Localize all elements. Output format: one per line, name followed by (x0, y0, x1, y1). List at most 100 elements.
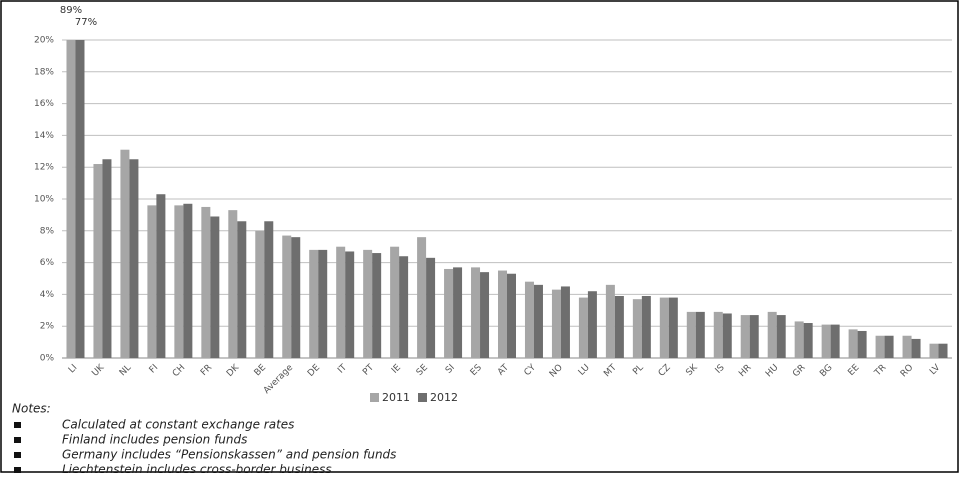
y-tick-label: 12% (34, 163, 54, 173)
bar (237, 221, 247, 358)
x-tick-label: HU (764, 363, 781, 380)
bar (740, 315, 750, 358)
x-tick-label: IT (336, 362, 349, 375)
value-label: 89% (60, 5, 82, 16)
bar (524, 281, 534, 358)
x-tick-label: FI (148, 363, 161, 376)
x-tick-label: LV (928, 362, 943, 377)
bar (578, 297, 588, 358)
bar (767, 311, 777, 358)
x-tick-label: BG (818, 363, 834, 379)
bar (480, 272, 490, 358)
x-tick-label: NL (118, 363, 133, 378)
bar (444, 268, 454, 358)
bar (471, 267, 481, 358)
x-tick-label: LI (67, 363, 79, 375)
bar (533, 284, 543, 358)
bar (686, 311, 696, 358)
bar (902, 335, 912, 358)
bar (318, 249, 328, 358)
bar (884, 335, 894, 358)
x-tick-label: PT (361, 362, 376, 377)
x-tick-label: EE (846, 363, 861, 378)
bar (875, 335, 885, 358)
bar (390, 246, 400, 358)
x-tick-label: ES (469, 363, 484, 378)
bar (255, 230, 265, 358)
x-tick-label: UK (90, 362, 107, 379)
x-tick-label: SE (415, 363, 430, 378)
bar (264, 221, 274, 358)
bar (498, 270, 507, 358)
y-tick-label: 2% (40, 322, 55, 332)
x-tick-label: SI (444, 363, 457, 376)
bar (803, 323, 813, 358)
y-tick-label: 16% (34, 99, 54, 109)
x-tick-label: BE (253, 363, 269, 379)
x-tick-label: SK (684, 362, 700, 378)
bar (426, 257, 436, 358)
bar (614, 295, 624, 358)
bar (668, 297, 678, 358)
note-item: Liechtenstein includes cross-border busi… (62, 463, 332, 474)
x-tick-label: FR (199, 363, 214, 378)
bar (291, 237, 301, 358)
notes: Notes: Calculated at constant exchange r… (12, 402, 396, 477)
x-tick-label: DK (225, 362, 242, 379)
x-tick-label: GR (791, 363, 807, 379)
bar (147, 205, 157, 358)
bar (453, 267, 463, 358)
y-tick-label: 20% (34, 36, 54, 46)
bar (911, 338, 921, 358)
bullet (14, 437, 21, 443)
y-tick-label: 10% (34, 195, 54, 205)
bar (749, 315, 759, 358)
bar (417, 237, 427, 358)
y-tick-label: 18% (34, 67, 54, 77)
bar (66, 40, 76, 358)
bar (830, 324, 840, 358)
x-tick-label: LU (577, 363, 592, 378)
bullet (14, 422, 21, 428)
bar (560, 286, 570, 358)
y-tick-label: 0% (40, 354, 55, 364)
bar (776, 315, 786, 358)
y-tick-label: 8% (40, 226, 55, 236)
bar (551, 289, 561, 358)
bar (282, 235, 292, 358)
bar (821, 324, 831, 358)
x-tick-label: NO (548, 363, 565, 380)
bar (372, 253, 382, 358)
bar (102, 159, 112, 358)
x-tick-label: Average (262, 362, 296, 396)
legend-label: 2011 (382, 391, 410, 404)
bullet (14, 467, 21, 473)
legend-swatch (418, 393, 427, 402)
bar (399, 256, 409, 358)
x-tick-label: CY (523, 362, 539, 378)
legend-label: 2012 (430, 391, 458, 404)
bar (605, 284, 615, 358)
bar (156, 194, 166, 358)
x-tick-label: DE (306, 363, 322, 379)
bar (129, 159, 139, 358)
x-tick-label: PL (631, 363, 645, 377)
x-tick-label: RO (899, 363, 916, 380)
bar (632, 299, 642, 358)
x-tick-label: IS (714, 363, 727, 376)
x-tick-label: CZ (657, 363, 673, 379)
bar (120, 149, 130, 358)
bar (309, 249, 319, 358)
x-tick-label: HR (737, 363, 753, 379)
bar (174, 205, 184, 358)
bar (794, 321, 804, 358)
bar (345, 251, 355, 358)
x-tick-label: CH (171, 363, 187, 379)
bar (929, 343, 939, 358)
x-tick-label: TR (872, 363, 888, 379)
value-label: 77% (75, 17, 97, 28)
bar (659, 297, 669, 358)
bar (75, 40, 85, 359)
y-tick-label: 14% (34, 131, 54, 141)
